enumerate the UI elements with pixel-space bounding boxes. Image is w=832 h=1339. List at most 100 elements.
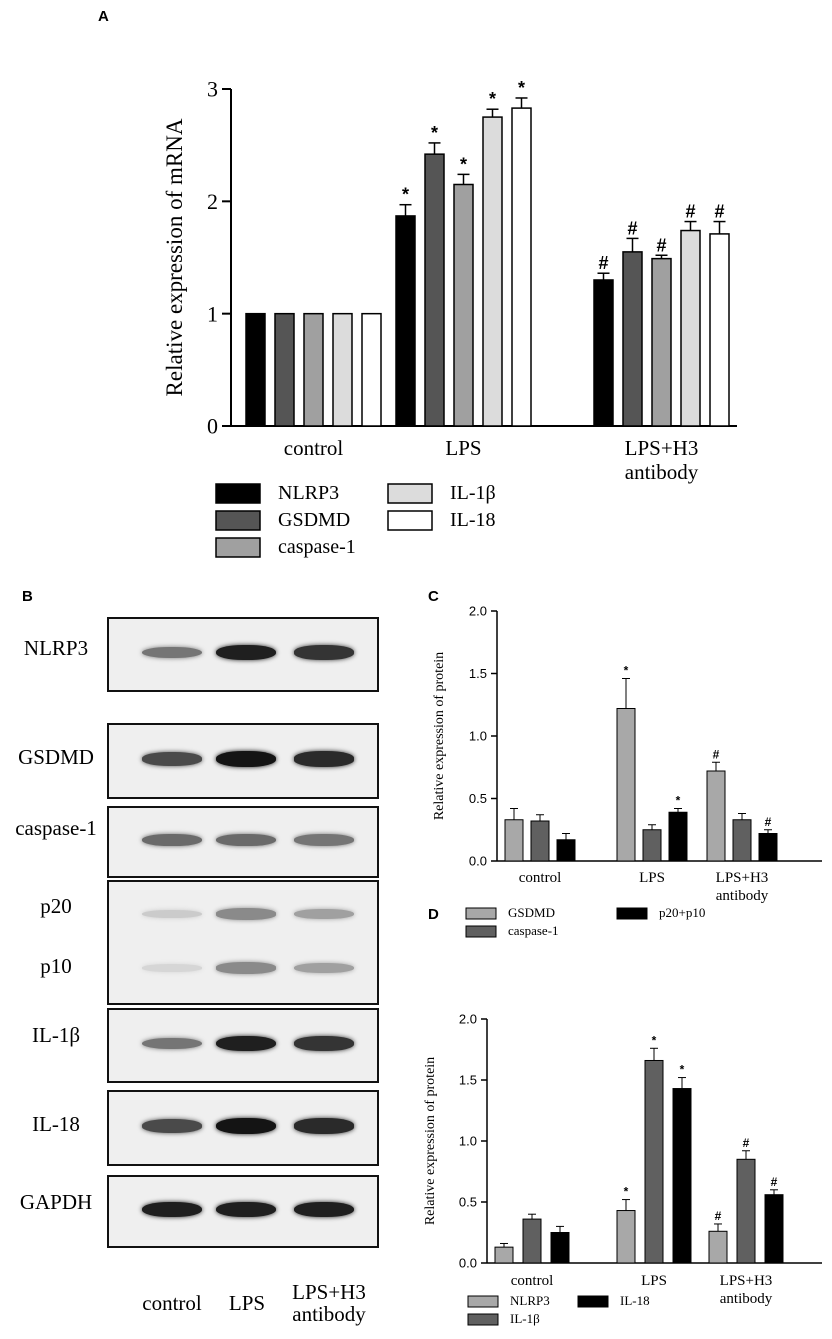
- blot-band: [142, 964, 202, 972]
- chart-a-y-tick-label: 0: [207, 414, 218, 439]
- chart-d-category-label: LPS+H3: [720, 1273, 773, 1289]
- chart-c-y-tick-label: 0.5: [469, 791, 487, 806]
- chart-d-y-tick-label: 1.0: [459, 1134, 477, 1149]
- blot-row-label: IL-18: [32, 1112, 80, 1136]
- blot-band: [142, 1119, 202, 1133]
- blot-row-label: p20: [40, 894, 72, 918]
- panel-letter-a: A: [98, 8, 109, 25]
- chart-a-y-axis-label: Relative expression of mRNA: [162, 118, 187, 396]
- chart-a-bar: [303, 312, 324, 427]
- blot-band: [216, 1035, 276, 1052]
- blot-band: [142, 646, 202, 659]
- chart-d-bar: [644, 1059, 664, 1264]
- chart-a-legend-label: NLRP3: [278, 482, 339, 504]
- chart-d-y-axis-label: Relative expression of protein: [423, 1057, 438, 1225]
- blot-band: [294, 1118, 354, 1134]
- chart-c-legend-label: caspase-1: [508, 923, 559, 938]
- blot-lane-label: LPS+H3 antibody: [292, 1280, 366, 1326]
- chart-a-bar: [332, 312, 353, 427]
- chart-a-y-tick-label: 3: [207, 77, 218, 102]
- chart-d-category-label: control: [511, 1273, 554, 1289]
- chart-d-legend-label: IL-1β: [510, 1311, 540, 1326]
- chart-c-category-label: LPS+H3: [716, 870, 769, 886]
- chart-a-legend-swatch: [215, 510, 261, 531]
- chart-a-legend-label: IL-1β: [450, 482, 496, 504]
- blot-band: [294, 645, 354, 660]
- chart-d-bar: [550, 1232, 570, 1264]
- chart-a-category-label: antibody: [625, 460, 699, 484]
- chart-a-legend-label: GSDMD: [278, 509, 350, 531]
- blot-row-sublabel: p10: [40, 954, 72, 978]
- chart-d-legend-label: IL-18: [620, 1293, 650, 1308]
- chart-d-category-label: LPS: [641, 1273, 667, 1289]
- chart-a-significance-mark: #: [714, 202, 724, 222]
- blot-band: [142, 752, 202, 766]
- chart-c-y-tick-label: 1.5: [469, 666, 487, 681]
- blot-band: [294, 1036, 354, 1051]
- chart-d-y-tick-label: 0.5: [459, 1195, 477, 1210]
- blot-row-label: GAPDH: [19, 1190, 93, 1214]
- chart-a-category-label: LPS+H3: [625, 436, 699, 460]
- blot-box-p20: [107, 880, 379, 1005]
- chart-a-significance-mark: #: [627, 218, 637, 238]
- blot-band: [216, 1118, 276, 1134]
- blot-band: [294, 1201, 354, 1218]
- chart-d-bar: [736, 1158, 756, 1264]
- chart-d-category-label: antibody: [720, 1291, 773, 1307]
- blot-lane-label: control: [142, 1291, 202, 1315]
- chart-d-bar: [616, 1210, 636, 1264]
- chart-d-significance-mark: *: [624, 1185, 629, 1199]
- chart-c-legend-label: p20+p10: [659, 905, 705, 920]
- chart-a-significance-mark: *: [431, 123, 438, 143]
- chart-c-category-label: control: [519, 870, 562, 886]
- blot-band: [142, 909, 202, 919]
- chart-a-y-tick-label: 1: [207, 301, 218, 326]
- chart-a-legend-swatch: [387, 510, 433, 531]
- chart-a-significance-mark: *: [518, 78, 525, 98]
- chart-a-category-label: LPS: [445, 436, 481, 460]
- chart-a-significance-mark: #: [598, 253, 608, 273]
- chart-c-y-tick-label: 1.0: [469, 729, 487, 744]
- chart-c-y-axis-label: Relative expression of protein: [432, 652, 447, 820]
- blot-band: [216, 751, 276, 767]
- chart-d-significance-mark: #: [715, 1209, 722, 1223]
- chart-c-category-label: antibody: [716, 888, 769, 904]
- panel-letter-d: D: [428, 906, 439, 923]
- chart-a-significance-mark: *: [460, 154, 467, 174]
- chart-d-bar: [672, 1088, 692, 1264]
- panel-letter-b: B: [22, 588, 33, 605]
- chart-a-bar: [245, 312, 266, 427]
- chart-d-legend-swatch: [577, 1295, 609, 1308]
- blot-row-label: GSDMD: [18, 745, 94, 769]
- panel-letter-c: C: [428, 588, 439, 605]
- blot-band: [294, 751, 354, 767]
- chart-c-significance-mark: *: [676, 794, 681, 808]
- blot-band: [216, 908, 276, 920]
- blot-lane-label: LPS: [228, 1291, 266, 1315]
- chart-d-bar: [522, 1218, 542, 1264]
- chart-c-category-label: LPS: [639, 870, 665, 886]
- blot-band: [216, 644, 276, 661]
- chart-a-bar: [274, 312, 295, 427]
- chart-c-legend-swatch: [616, 907, 648, 920]
- chart-a-significance-mark: #: [656, 235, 666, 255]
- chart-d-bar: [494, 1246, 514, 1264]
- blot-band: [142, 833, 202, 847]
- blot-band: [294, 834, 354, 846]
- chart-d-legend-swatch: [467, 1313, 499, 1326]
- blot-row-label: caspase-1: [15, 816, 97, 840]
- chart-a-significance-mark: *: [489, 89, 496, 109]
- chart-a-category-label: control: [284, 436, 344, 460]
- blot-band: [294, 908, 354, 920]
- blot-band: [216, 1201, 276, 1218]
- chart-c-significance-mark: #: [713, 747, 720, 761]
- chart-c-legend-swatch: [465, 925, 497, 938]
- blot-band: [216, 962, 276, 974]
- blot-row-label: IL-1β: [32, 1023, 80, 1047]
- chart-a-significance-mark: *: [402, 185, 409, 205]
- blot-row-label: NLRP3: [23, 636, 89, 660]
- chart-d-significance-mark: #: [771, 1175, 778, 1189]
- chart-c-y-tick-label: 0.0: [469, 854, 487, 869]
